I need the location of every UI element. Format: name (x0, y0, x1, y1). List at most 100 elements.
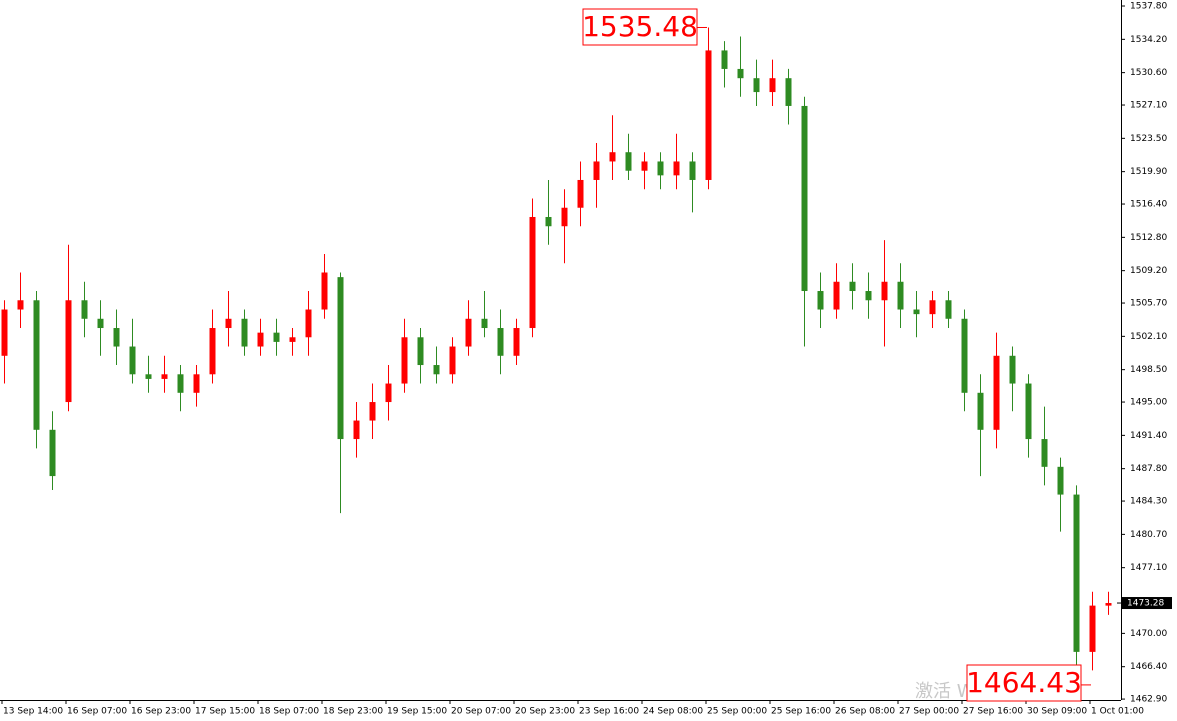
y-tick-label: 1498.50 (1130, 365, 1167, 375)
candle-body (241, 318, 248, 347)
candle-body (849, 281, 856, 292)
y-tick-label: 1484.30 (1130, 497, 1167, 507)
candle-body (945, 300, 952, 319)
candle-body (1025, 383, 1032, 440)
x-tick-label: 1 Oct 01:00 (1091, 707, 1144, 717)
x-tick-label: 24 Sep 08:00 (643, 707, 703, 717)
candle-body (49, 429, 56, 477)
candle-body (305, 309, 312, 338)
candle-body (625, 152, 632, 171)
candle-body (369, 402, 376, 421)
candle-body (833, 281, 840, 310)
x-tick-label: 25 Sep 00:00 (707, 707, 767, 717)
y-tick-label: 1462.90 (1130, 695, 1167, 705)
x-tick-label: 20 Sep 07:00 (451, 707, 511, 717)
candle-body (401, 337, 408, 384)
candle-body (1057, 466, 1064, 495)
x-tick-label: 16 Sep 23:00 (131, 707, 191, 717)
candle-body (289, 337, 296, 342)
candle-body (657, 161, 664, 176)
y-tick-label: 1516.40 (1130, 200, 1167, 210)
candle-body (721, 50, 728, 69)
y-tick-label: 1534.20 (1130, 35, 1167, 45)
candle-body (17, 300, 24, 310)
candle-body (497, 328, 504, 356)
candle-body (465, 318, 472, 347)
candle-body (225, 318, 232, 329)
x-tick-label: 18 Sep 07:00 (259, 707, 319, 717)
candle-body (209, 328, 216, 375)
candle-body (65, 300, 72, 403)
candle-body (449, 346, 456, 375)
candle-body (273, 332, 280, 342)
y-tick-label: 1505.70 (1130, 299, 1167, 309)
candle-body (161, 374, 168, 379)
candle-body (33, 300, 40, 430)
x-tick-label: 27 Sep 00:00 (899, 707, 959, 717)
candle-body (801, 105, 808, 292)
candle-body (97, 318, 104, 329)
candle-body (513, 328, 520, 356)
candle-body (753, 78, 760, 93)
candle-body (817, 291, 824, 310)
candle-body (913, 309, 920, 315)
candle-body (1, 309, 8, 356)
y-tick-label: 1502.10 (1130, 332, 1167, 342)
candle-body (481, 318, 488, 329)
y-tick-label: 1470.00 (1130, 629, 1167, 639)
x-tick-label: 20 Sep 23:00 (515, 707, 575, 717)
candle-body (689, 161, 696, 180)
candle-body (257, 332, 264, 347)
candle-body (881, 281, 888, 301)
y-tick-label: 1527.10 (1130, 101, 1167, 111)
x-tick-label: 17 Sep 15:00 (195, 707, 255, 717)
candle-body (737, 68, 744, 79)
candle-body (865, 291, 872, 301)
y-tick-label: 1537.80 (1130, 2, 1167, 12)
candle-body (705, 50, 712, 180)
candle-body (577, 179, 584, 208)
y-tick-label: 1523.50 (1130, 134, 1167, 144)
candle-body (1041, 439, 1048, 467)
candle-body (1073, 494, 1080, 652)
annotation-box (582, 8, 698, 46)
candle-body (385, 383, 392, 403)
candle-body (145, 374, 152, 379)
candle-body (593, 161, 600, 180)
candle-body (961, 318, 968, 393)
x-tick-label: 30 Sep 09:00 (1027, 707, 1087, 717)
annotation-label: 1464.43 (966, 666, 1082, 699)
x-tick-label: 25 Sep 16:00 (771, 707, 831, 717)
x-tick-label: 18 Sep 23:00 (323, 707, 383, 717)
candle-body (337, 277, 344, 440)
y-tick-label: 1477.10 (1130, 563, 1167, 573)
y-tick-label: 1509.20 (1130, 266, 1167, 276)
candle-body (977, 392, 984, 430)
candle-body (433, 365, 440, 375)
current-price-box (1122, 597, 1172, 610)
x-tick-label: 23 Sep 16:00 (579, 707, 639, 717)
current-price-label: 1473.28 (1127, 599, 1164, 609)
y-tick-label: 1530.60 (1130, 68, 1167, 78)
y-tick-label: 1480.70 (1130, 530, 1167, 540)
annotation-box (966, 664, 1082, 702)
y-tick-label: 1512.80 (1130, 233, 1167, 243)
candle-body (417, 337, 424, 366)
x-tick-label: 13 Sep 14:00 (3, 707, 63, 717)
candle-body (1105, 603, 1112, 606)
candle-body (993, 355, 1000, 430)
candle-body (81, 300, 88, 319)
y-tick-label: 1491.40 (1130, 431, 1167, 441)
y-tick-label: 1519.90 (1130, 167, 1167, 177)
candle-body (529, 216, 536, 329)
y-tick-label: 1495.00 (1130, 398, 1167, 408)
candle-body (673, 161, 680, 176)
candle-body (193, 374, 200, 393)
candle-body (129, 346, 136, 375)
candle-body (609, 152, 616, 162)
candle-body (929, 300, 936, 315)
candle-body (769, 78, 776, 93)
